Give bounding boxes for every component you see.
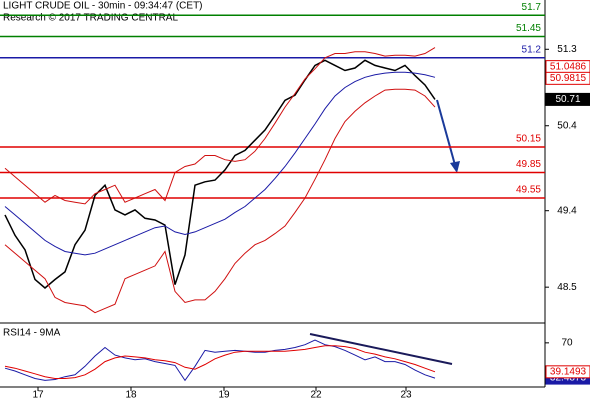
last-value-label: 39.1493 (550, 366, 587, 377)
last-value-box (545, 92, 590, 106)
level-label: 49.55 (516, 185, 541, 196)
y-tick-label: 51.3 (557, 44, 577, 55)
arrow-head (450, 161, 460, 173)
price-label: 51.0486 (550, 61, 587, 72)
x-tick-label: 17 (32, 390, 44, 400)
level-label: 49.85 (516, 159, 541, 170)
level-label: 51.45 (516, 23, 541, 34)
y-tick-label: 49.4 (557, 205, 577, 216)
price-label-box (545, 71, 590, 85)
level-label: 50.15 (516, 134, 541, 145)
x-tick-label: 22 (310, 390, 322, 400)
level-label: 51.2 (522, 44, 542, 55)
x-tick-label: 19 (218, 390, 230, 400)
chart-title: LIGHT CRUDE OIL - 30min - 09:34:47 (CET) (3, 1, 203, 12)
y-tick-label: 48.5 (557, 282, 577, 293)
y-tick-label: 50.4 (557, 120, 577, 131)
series-line (4, 88, 436, 314)
series-line (4, 339, 436, 382)
series-line (4, 71, 436, 256)
rsi-title: RSI14 - 9MA (3, 328, 61, 339)
chart-subtitle: Research © 2017 TRADING CENTRAL (3, 13, 178, 24)
rsi-trendline (309, 333, 453, 365)
forecast-arrow (436, 99, 456, 166)
series-line (4, 47, 436, 205)
x-tick-label: 18 (125, 390, 137, 400)
y-tick-label: 70 (561, 337, 573, 348)
level-label: 51.7 (522, 2, 542, 13)
price-label: 50.9815 (550, 73, 587, 84)
last-value-label: 50.71 (555, 94, 580, 105)
series-line (4, 59, 436, 289)
x-tick-label: 23 (400, 390, 412, 400)
last-value-box (545, 365, 590, 379)
series-line (4, 345, 436, 379)
